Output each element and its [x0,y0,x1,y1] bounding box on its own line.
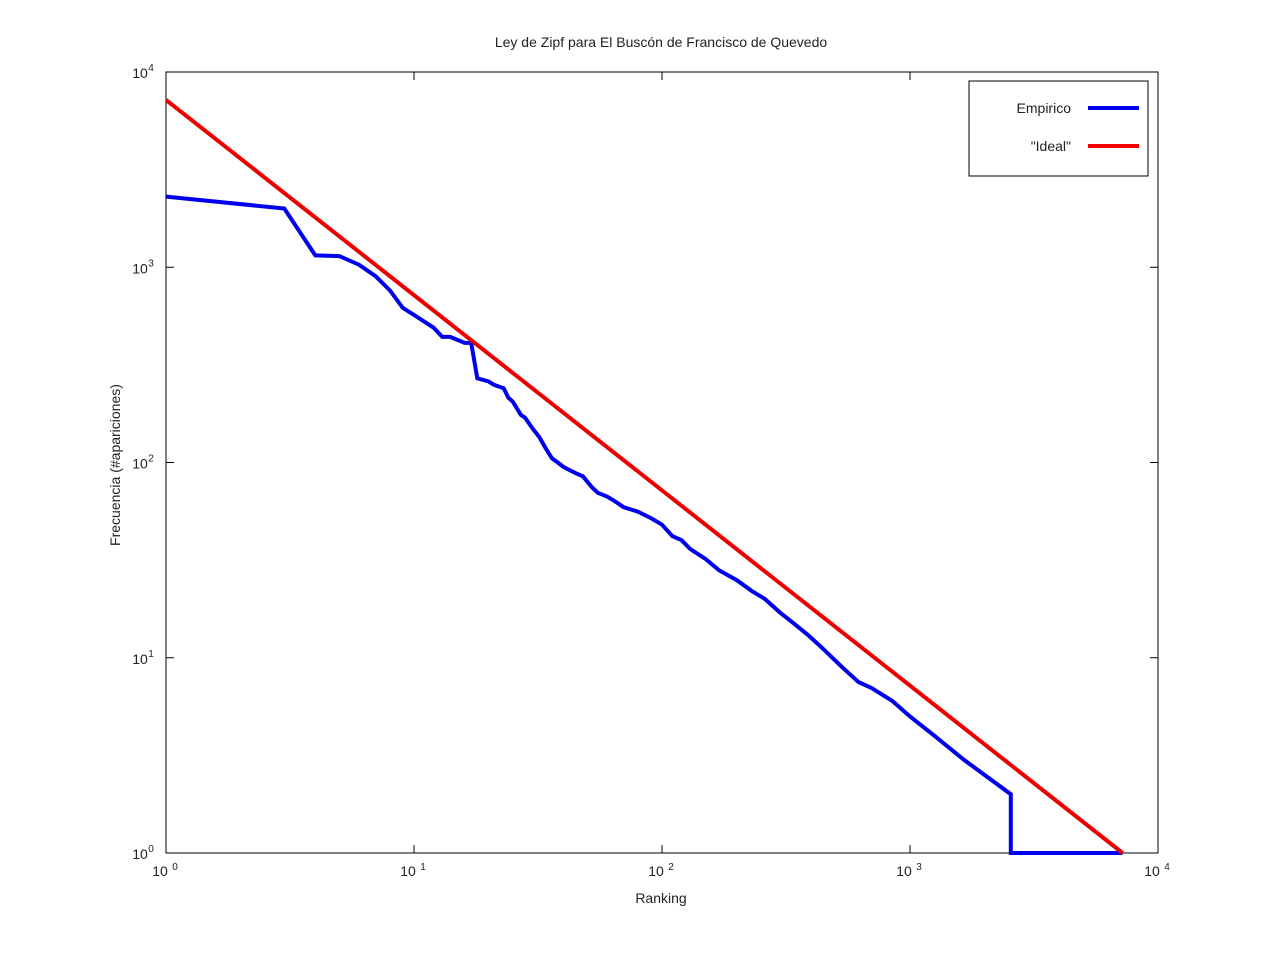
y-tick-label: 10 [132,65,148,81]
y-tick-exponent: 2 [148,454,154,465]
y-tick-exponent: 1 [148,649,154,660]
series-line-empirico [165,194,1123,855]
legend: Empirico "Ideal" [968,80,1149,177]
x-tick-label: 10 [896,863,912,879]
series-layer [164,98,1124,855]
y-tick-label: 10 [132,846,148,862]
x-tick-exponent: 4 [1164,862,1170,873]
x-tick-label: 10 [400,863,416,879]
x-tick-label: 10 [152,863,168,879]
y-tick-label: 10 [132,651,148,667]
legend-label: Empirico [1017,100,1072,116]
x-tick-exponent: 0 [172,862,178,873]
plot-area-border [165,71,1159,854]
legend-label: "Ideal" [1031,138,1071,154]
legend-box [968,80,1149,177]
y-tick-exponent: 4 [148,63,154,74]
y-axis-label: Frecuencia (#apariciones) [107,384,123,546]
x-tick-exponent: 1 [420,862,426,873]
y-tick-label: 10 [132,260,148,276]
chart-title: Ley de Zipf para El Buscón de Francisco … [495,34,828,50]
y-tick-exponent: 0 [148,844,154,855]
x-tick-exponent: 3 [916,862,922,873]
x-tick-label: 10 [1144,863,1160,879]
x-axis-label: Ranking [635,890,686,906]
y-tick-exponent: 3 [148,258,154,269]
series-line-ideal [164,98,1124,855]
y-tick-label: 10 [132,456,148,472]
x-tick-label: 10 [648,863,664,879]
x-tick-exponent: 2 [668,862,674,873]
axes-frame [165,71,1159,854]
ticks-layer: 10 0 10 1 10 2 10 3 10 410 010 110 210 310 4 [132,63,1170,879]
